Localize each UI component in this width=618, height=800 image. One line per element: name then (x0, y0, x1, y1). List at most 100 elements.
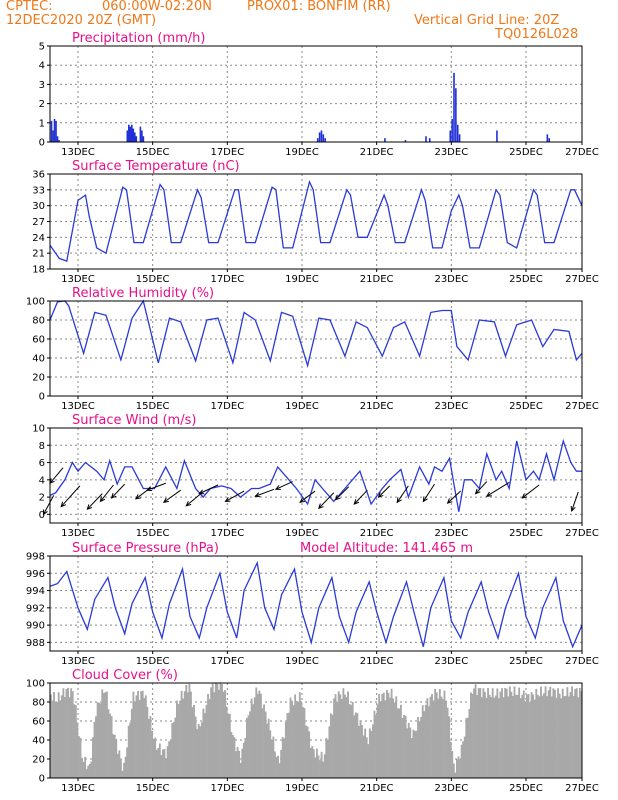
cloud-bar (336, 701, 339, 778)
cloud-bar (543, 693, 545, 778)
precip-bar (58, 140, 60, 142)
cloud-bar (95, 716, 97, 778)
cloud-bar (294, 694, 297, 778)
precip-bar (318, 132, 321, 142)
cloud-bar (202, 708, 205, 778)
wind-arrow (42, 495, 55, 516)
cloud-bar (549, 686, 552, 778)
x-tick-label: 13DEC (61, 783, 95, 794)
cloud-bar (130, 708, 133, 778)
x-tick-label: 21DEC (360, 656, 394, 667)
cloud-bar (88, 763, 91, 778)
cloud-bar (350, 704, 353, 778)
cloud-bar (554, 689, 556, 778)
cloud-bar (270, 739, 273, 778)
cloud-bar (110, 716, 113, 778)
cloud-bar (56, 702, 59, 778)
cloud-bar (571, 686, 573, 778)
x-tick-label: 19DEC (285, 783, 319, 794)
precip-bar (451, 118, 453, 142)
cloud-bar (218, 689, 220, 778)
y-tick-label: 988 (26, 638, 45, 649)
y-tick-label: 990 (26, 621, 45, 632)
cloud-bar (345, 697, 348, 778)
cloud-bar (239, 763, 242, 778)
cloud-bar (85, 768, 88, 778)
precip-bar (449, 130, 452, 142)
cloud-bar (84, 756, 87, 778)
cloud-bar (442, 699, 444, 778)
cloud-bar (544, 686, 547, 778)
cloud-bar (53, 692, 55, 778)
cloud-bar (482, 688, 485, 778)
cloud-bar (138, 700, 141, 778)
wind-arrow (570, 491, 579, 512)
cloud-bar (498, 698, 500, 778)
cloud-bar (435, 692, 438, 778)
cloud-bar (462, 741, 465, 778)
cloud-bar (392, 698, 395, 778)
cloud-bar (62, 688, 65, 778)
cloud-bar (566, 687, 569, 778)
cloud-bar (141, 690, 144, 778)
cloud-bar (417, 716, 419, 778)
cloud-bar (176, 700, 178, 778)
y-tick-label: 40 (32, 736, 45, 747)
cloud-bar (60, 695, 63, 778)
x-tick-label: 17DEC (210, 274, 244, 285)
cloud-bar (174, 717, 177, 778)
cloud-bar (277, 755, 279, 778)
cloud-bar (252, 704, 255, 778)
cloud-bar (535, 688, 538, 778)
cloud-bar (90, 761, 93, 778)
y-tick-label: 80 (32, 698, 45, 709)
cloud-bar (359, 720, 362, 778)
precip-bar (142, 136, 145, 142)
y-tick-label: 0 (39, 138, 45, 149)
cloud-bar (168, 741, 171, 778)
cloud-bar (538, 696, 541, 778)
cloud-bar (547, 690, 550, 778)
cloud-bar (323, 754, 326, 778)
cloud-bar (412, 729, 415, 778)
wind-arrow (396, 485, 409, 504)
cloud-bar (507, 696, 510, 778)
cloud-bar (123, 762, 125, 778)
cloud-bar (325, 738, 328, 778)
cloud-bar (199, 726, 202, 778)
cloud-bar (57, 692, 60, 778)
cloud-bar (337, 691, 340, 778)
cloud-bar (213, 692, 216, 778)
wind-arrow (422, 483, 435, 503)
y-tick-label: 0 (39, 392, 45, 403)
cloud-bar (473, 688, 475, 778)
cloud-bar (319, 760, 321, 778)
cloud-bar (348, 704, 351, 778)
cloud-bar (438, 689, 441, 778)
cloud-bar (242, 742, 245, 778)
cloud-bar (370, 730, 373, 778)
wind-arrow (185, 491, 204, 507)
x-tick-label: 27DEC (565, 274, 599, 285)
precip-bar (134, 132, 136, 142)
cloud-bar (499, 691, 502, 778)
cloud-bar (54, 701, 57, 778)
x-tick-label: 15DEC (136, 656, 170, 667)
cloud-bar (354, 712, 357, 778)
x-tick-label: 27DEC (565, 783, 599, 794)
cloud-bar (81, 757, 83, 778)
cloud-bar (177, 704, 180, 778)
y-tick-label: 4 (39, 61, 45, 72)
cloud-bar (302, 706, 304, 778)
cloud-bar (382, 692, 385, 778)
x-tick-label: 25DEC (509, 528, 543, 539)
cloud-bar (300, 702, 303, 778)
cloud-bar (132, 691, 135, 778)
cloud-bar (578, 688, 581, 778)
cloud-bar (421, 705, 424, 778)
cloud-bar (326, 739, 329, 778)
cloud-bar (572, 696, 575, 778)
cloud-bar (82, 761, 85, 778)
cloud-bar (308, 731, 311, 778)
